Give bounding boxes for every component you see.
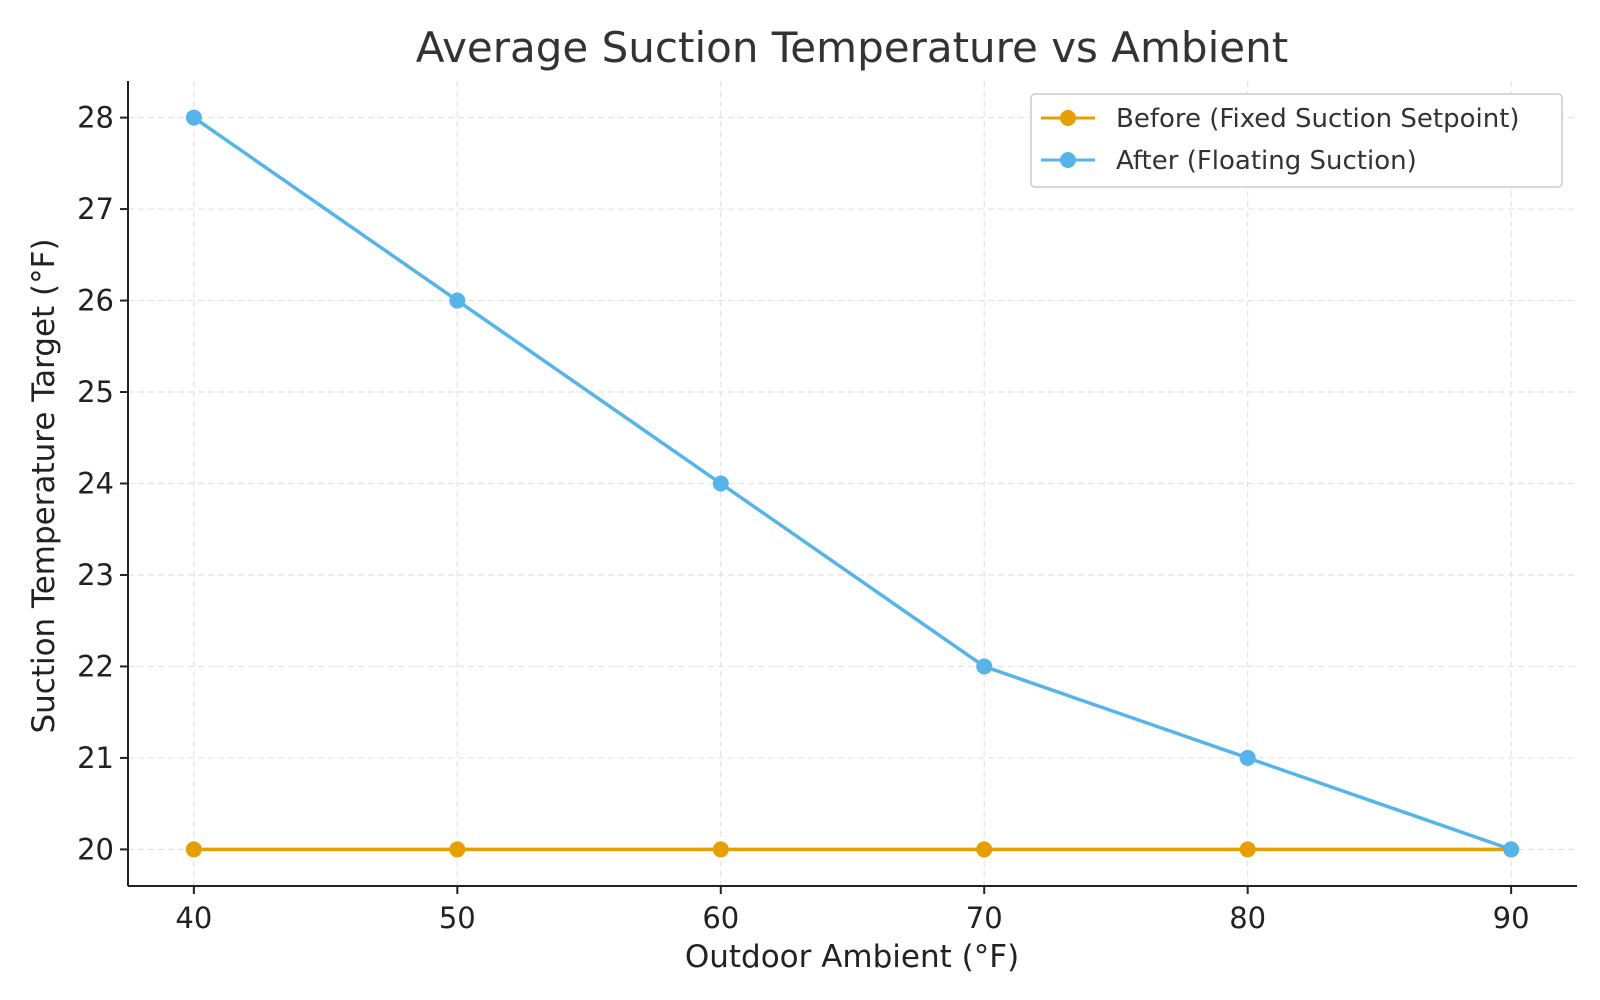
legend-item-after: After (Floating Suction) (1041, 146, 1417, 176)
y-axis-label: Suction Temperature Target (°F) (26, 238, 62, 733)
chart-title: Average Suction Temperature vs Ambient (416, 23, 1288, 72)
data-point-after (1239, 749, 1256, 766)
x-tick-label: 80 (1229, 901, 1266, 935)
y-tick-label: 28 (77, 101, 114, 135)
series-before (185, 841, 1520, 858)
y-tick-label: 26 (77, 284, 114, 318)
series (185, 109, 1520, 858)
legend-item-before: Before (Fixed Suction Setpoint) (1041, 104, 1520, 134)
y-tick-label: 25 (77, 375, 114, 409)
ticks: 40 50 60 70 80 90 20 21 22 23 24 25 26 27 28 (77, 101, 1529, 935)
data-point-before (185, 841, 202, 858)
data-point-after (1503, 841, 1520, 858)
series-line-after (192, 116, 1512, 852)
x-tick-label: 70 (966, 901, 1003, 935)
data-point-before (712, 841, 729, 858)
y-tick-label: 23 (77, 558, 114, 592)
data-point-after (976, 658, 993, 675)
data-point-before (976, 841, 993, 858)
data-point-after (185, 109, 202, 126)
data-point-after (449, 292, 466, 309)
x-tick-label: 60 (702, 901, 739, 935)
x-tick-label: 40 (175, 901, 212, 935)
series-after (185, 109, 1520, 858)
x-axis-label: Outdoor Ambient (°F) (685, 939, 1019, 975)
legend-marker-after (1060, 152, 1076, 168)
legend-marker-before (1060, 110, 1076, 126)
y-tick-label: 22 (77, 649, 114, 683)
legend-box (1030, 93, 1563, 188)
y-tick-label: 21 (77, 741, 114, 775)
data-point-before (449, 841, 466, 858)
x-tick-label: 50 (439, 901, 476, 935)
grid (128, 81, 1577, 886)
data-point-after (712, 475, 729, 492)
legend: Before (Fixed Suction Setpoint) After (F… (1030, 93, 1563, 188)
y-tick-label: 20 (77, 832, 114, 866)
y-tick-label: 24 (77, 467, 114, 501)
legend-label-after: After (Floating Suction) (1116, 146, 1417, 176)
legend-label-before: Before (Fixed Suction Setpoint) (1116, 104, 1520, 134)
data-point-before (1239, 841, 1256, 858)
x-tick-label: 90 (1493, 901, 1530, 935)
y-tick-label: 27 (77, 192, 114, 226)
